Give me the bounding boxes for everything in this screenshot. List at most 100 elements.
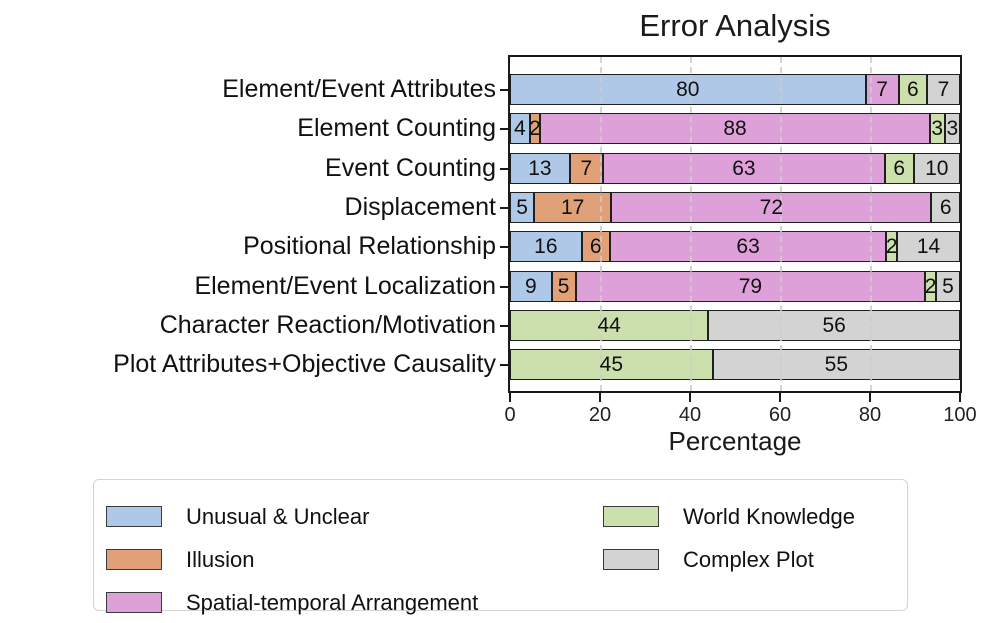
gridline-x-60 <box>780 57 782 391</box>
bar-value-label: 9 <box>524 275 537 298</box>
bar-value-label: 14 <box>916 235 941 258</box>
bar-segment: 72 <box>611 192 932 223</box>
bar-segment: 14 <box>897 231 960 262</box>
bar-value-label: 4 <box>513 117 526 140</box>
legend-item: Spatial-temporal Arrangement <box>106 581 478 623</box>
x-tick-label: 0 <box>504 404 516 426</box>
legend-item: Illusion <box>106 538 478 581</box>
x-tick-mark <box>869 393 871 402</box>
legend-item: Complex Plot <box>603 538 855 581</box>
bar-segment: 16 <box>510 231 582 262</box>
legend-column-0: Unusual & Unclear Illusion Spatial-tempora… <box>106 480 478 623</box>
legend-item: Unusual & Unclear <box>106 495 478 538</box>
chart-title: Error Analysis <box>639 8 831 43</box>
bar-segment: 17 <box>534 192 612 223</box>
y-tick-mark <box>500 245 508 248</box>
legend-label: World Knowledge <box>683 503 856 529</box>
category-label: Element Counting <box>297 114 496 142</box>
bar-row-1: 4 2 88 3 3 <box>510 113 960 144</box>
bar-value-label: 63 <box>732 157 756 180</box>
bar-segment: 10 <box>913 153 960 184</box>
bar-segment: 6 <box>931 192 960 223</box>
bar-segment: 6 <box>581 231 610 262</box>
bar-value-label: 10 <box>925 157 949 180</box>
category-label: Character Reaction/Motivation <box>159 311 496 339</box>
bar-segment: 4 <box>510 113 530 144</box>
bar-value-label: 7 <box>876 78 888 101</box>
gridline-x-20 <box>600 57 602 391</box>
bar-value-label: 45 <box>599 353 624 376</box>
bar-segment: 5 <box>935 271 960 302</box>
bar-value-label: 2 <box>924 275 937 298</box>
bar-value-label: 63 <box>736 235 760 258</box>
bar-segment: 2 <box>925 271 936 302</box>
bar-value-label: 7 <box>937 78 950 101</box>
bar-segment: 7 <box>927 74 960 105</box>
legend-label: Unusual & Unclear <box>186 503 370 529</box>
bar-row-6: 44 56 <box>510 310 960 341</box>
gridline-x-80 <box>870 57 872 391</box>
legend-label: Spatial-temporal Arrangement <box>186 589 479 615</box>
bar-value-label: 44 <box>597 314 621 337</box>
legend-swatch <box>106 592 162 613</box>
bar-value-label: 2 <box>885 235 898 258</box>
bar-value-label: 6 <box>589 235 602 258</box>
bar-row-0: 80 7 6 7 <box>510 74 960 105</box>
bar-segment: 55 <box>712 349 960 380</box>
bar-value-label: 2 <box>529 117 541 140</box>
x-tick-mark <box>959 393 961 402</box>
legend-swatch <box>603 506 659 527</box>
bar-value-label: 56 <box>822 314 846 337</box>
bar-value-label: 5 <box>942 275 954 298</box>
gridline-x-40 <box>690 57 692 391</box>
bar-segment: 80 <box>510 74 866 105</box>
category-label: Event Counting <box>325 154 496 182</box>
category-label: Displacement <box>344 193 496 221</box>
x-tick-mark <box>779 393 781 402</box>
bar-segment: 3 <box>944 113 960 144</box>
y-tick-mark <box>500 285 508 288</box>
bar-value-label: 79 <box>738 275 763 298</box>
category-label: Element/Event Localization <box>194 272 496 300</box>
bar-segment: 79 <box>575 271 926 302</box>
legend-swatch <box>603 549 659 570</box>
category-label: Positional Relationship <box>243 232 496 260</box>
legend-item: World Knowledge <box>603 495 855 538</box>
y-tick-mark <box>500 127 508 130</box>
bar-segment: 56 <box>708 310 960 341</box>
bar-row-4: 16 6 63 2 14 <box>510 231 960 262</box>
x-tick-label: 40 <box>678 404 702 426</box>
bar-value-label: 13 <box>528 157 552 180</box>
bar-segment: 6 <box>884 153 914 184</box>
x-tick-mark <box>689 393 691 402</box>
bar-row-3: 5 17 72 6 <box>510 192 960 223</box>
legend-label: Complex Plot <box>683 546 814 572</box>
bar-segment: 9 <box>510 271 552 302</box>
legend-column-1: World Knowledge Complex Plot <box>603 480 855 623</box>
x-tick-mark <box>599 393 601 402</box>
bar-segment: 63 <box>602 153 885 184</box>
plot-area: 80 7 6 7 4 2 88 3 3 13 7 63 6 10 5 17 72 6 16 6 63 2 14 9 5 79 2 5 4… <box>508 55 962 393</box>
legend-swatch <box>106 549 162 570</box>
bar-segment: 44 <box>510 310 709 341</box>
legend-label: Illusion <box>186 546 255 572</box>
bar-value-label: 3 <box>931 117 944 140</box>
bar-segment: 88 <box>540 113 930 144</box>
bar-value-label: 16 <box>534 235 558 258</box>
bar-value-label: 6 <box>893 157 906 180</box>
category-label: Element/Event Attributes <box>222 75 496 103</box>
bar-value-label: 5 <box>557 275 570 298</box>
bar-value-label: 6 <box>906 78 919 101</box>
x-axis-title: Percentage <box>668 426 802 456</box>
bar-value-label: 88 <box>723 117 747 140</box>
legend-swatch <box>106 506 162 527</box>
bar-segment: 5 <box>551 271 576 302</box>
bar-segment: 45 <box>510 349 713 380</box>
bar-value-label: 72 <box>759 196 784 219</box>
bar-row-2: 13 7 63 6 10 <box>510 153 960 184</box>
y-tick-mark <box>500 167 508 170</box>
x-tick-label: 80 <box>858 404 882 426</box>
bar-value-label: 7 <box>580 157 593 180</box>
bar-value-label: 55 <box>824 353 849 376</box>
